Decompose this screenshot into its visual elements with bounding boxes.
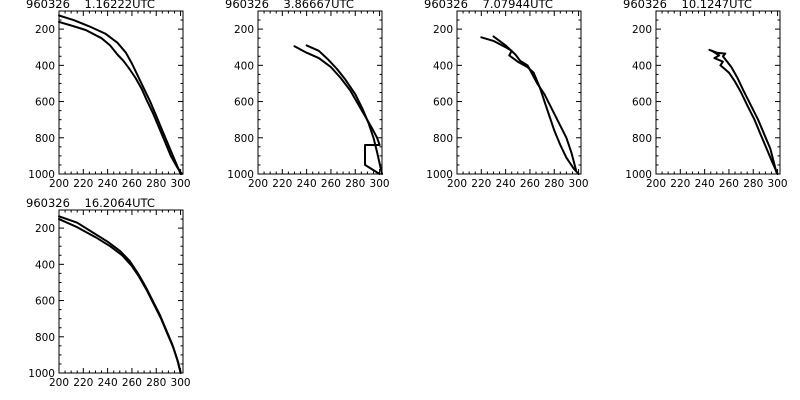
x-tick-label: 280 bbox=[743, 178, 763, 190]
panel-title: 960326 1.16222UTC bbox=[26, 0, 155, 11]
profile-line-2 bbox=[58, 20, 183, 175]
x-tick-label: 200 bbox=[248, 178, 268, 190]
x-tick-label: 300 bbox=[569, 178, 589, 190]
x-tick-label: 280 bbox=[345, 178, 365, 190]
x-tick-label: 260 bbox=[719, 178, 739, 190]
y-tick-label: 1000 bbox=[625, 169, 652, 181]
y-tick-label: 600 bbox=[433, 97, 453, 109]
x-tick-label: 220 bbox=[471, 178, 491, 190]
x-tick-label: 240 bbox=[98, 178, 118, 190]
panel-4: 960326 10.1247UTC 200 220 240 260 280 300 200 40… bbox=[623, 0, 788, 190]
panel-2: 960326 3.86667UTC 200 220 240 260 280 300 200 40… bbox=[225, 0, 390, 190]
y-tick-label: 200 bbox=[35, 24, 55, 36]
x-tick-label: 200 bbox=[49, 178, 69, 190]
y-tick-label: 600 bbox=[234, 97, 254, 109]
x-tick-label: 240 bbox=[695, 178, 715, 190]
profile-line-2 bbox=[305, 44, 383, 175]
y-tick-label: 1000 bbox=[227, 169, 254, 181]
x-tick-label: 220 bbox=[73, 178, 93, 190]
y-tick-label: 1000 bbox=[426, 169, 453, 181]
x-tick-label: 300 bbox=[370, 178, 390, 190]
x-tick-label: 220 bbox=[670, 178, 690, 190]
panel-title: 960326 16.2064UTC bbox=[26, 196, 155, 210]
plot-frame bbox=[655, 10, 781, 175]
profile-line-1 bbox=[710, 49, 779, 175]
x-tick-label: 240 bbox=[297, 178, 317, 190]
y-tick-label: 800 bbox=[632, 133, 652, 145]
y-tick-label: 400 bbox=[35, 259, 55, 271]
y-tick-label: 600 bbox=[632, 97, 652, 109]
profile-line-1 bbox=[58, 14, 182, 175]
y-tick-label: 600 bbox=[35, 97, 55, 109]
profile-line-1 bbox=[480, 36, 580, 175]
x-tick-label: 220 bbox=[272, 178, 292, 190]
panel-title: 960326 7.07944UTC bbox=[424, 0, 553, 11]
y-tick-label: 200 bbox=[234, 24, 254, 36]
x-tick-label: 260 bbox=[520, 178, 540, 190]
profile-line-1 bbox=[58, 218, 182, 374]
y-tick-label: 800 bbox=[234, 133, 254, 145]
y-tick-label: 400 bbox=[632, 60, 652, 72]
x-tick-label: 200 bbox=[646, 178, 666, 190]
plot-frame bbox=[58, 10, 184, 175]
x-tick-label: 300 bbox=[768, 178, 788, 190]
x-tick-label: 260 bbox=[122, 377, 142, 389]
x-tick-label: 300 bbox=[171, 178, 191, 190]
y-tick-label: 200 bbox=[632, 24, 652, 36]
x-tick-label: 200 bbox=[49, 377, 69, 389]
panel-5: 960326 16.2064UTC 200 220 240 260 280 300 200 40… bbox=[26, 196, 191, 389]
profile-line-2 bbox=[492, 35, 578, 172]
y-tick-label: 200 bbox=[35, 223, 55, 235]
y-tick-label: 800 bbox=[35, 133, 55, 145]
y-tick-label: 800 bbox=[433, 133, 453, 145]
profile-line-1 bbox=[293, 45, 381, 175]
profile-line-2 bbox=[58, 215, 182, 374]
x-tick-label: 280 bbox=[544, 178, 564, 190]
panel-1: 960326 1.16222UTC 200 220 240 260 280 300 200 40… bbox=[26, 0, 191, 190]
y-tick-label: 400 bbox=[35, 60, 55, 72]
y-tick-label: 400 bbox=[234, 60, 254, 72]
y-tick-label: 1000 bbox=[28, 368, 55, 380]
plot-frame bbox=[257, 10, 383, 175]
x-tick-label: 280 bbox=[146, 377, 166, 389]
y-tick-label: 1000 bbox=[28, 169, 55, 181]
y-tick-label: 400 bbox=[433, 60, 453, 72]
x-tick-label: 240 bbox=[496, 178, 516, 190]
x-tick-label: 220 bbox=[73, 377, 93, 389]
y-tick-label: 800 bbox=[35, 332, 55, 344]
y-tick-label: 200 bbox=[433, 24, 453, 36]
x-tick-label: 280 bbox=[146, 178, 166, 190]
x-tick-label: 260 bbox=[122, 178, 142, 190]
x-tick-label: 240 bbox=[98, 377, 118, 389]
profile-line-2 bbox=[708, 48, 778, 174]
x-tick-label: 300 bbox=[171, 377, 191, 389]
panel-3: 960326 7.07944UTC 200 220 240 260 280 300 200 40… bbox=[424, 0, 589, 190]
y-tick-label: 600 bbox=[35, 296, 55, 308]
x-tick-label: 260 bbox=[321, 178, 341, 190]
plot-frame bbox=[58, 209, 184, 374]
panel-title: 960326 10.1247UTC bbox=[623, 0, 752, 11]
x-tick-label: 200 bbox=[447, 178, 467, 190]
panel-title: 960326 3.86667UTC bbox=[225, 0, 354, 11]
